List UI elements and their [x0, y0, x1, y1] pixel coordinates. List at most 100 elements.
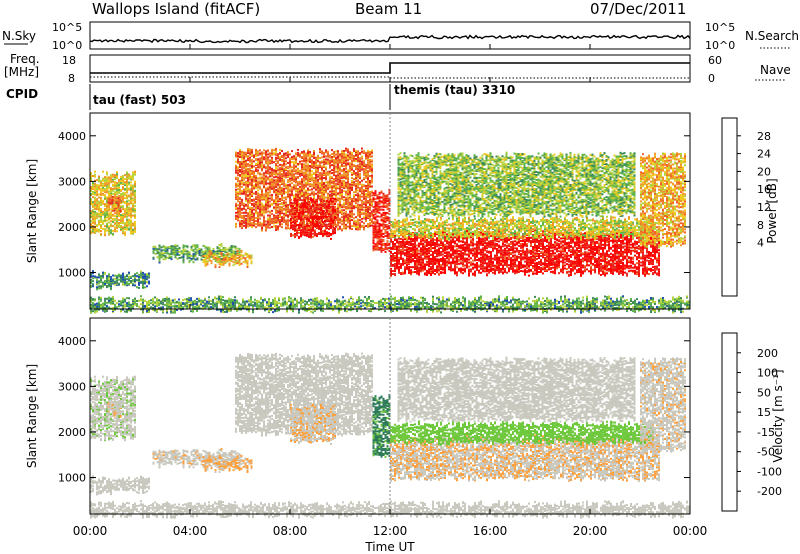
power-cell: [326, 235, 328, 238]
power-cell: [290, 221, 292, 224]
power-cell: [279, 206, 281, 208]
power-cell: [108, 182, 110, 185]
power-cell: [357, 189, 359, 192]
power-cell: [328, 223, 330, 226]
power-cell: [308, 219, 310, 222]
power-cell: [118, 194, 120, 197]
power-cell: [112, 178, 114, 181]
power-cell: [200, 248, 203, 251]
power-cell: [267, 149, 269, 152]
power-cell: [345, 167, 347, 170]
power-cell: [186, 254, 189, 257]
power-cell: [334, 232, 336, 234]
power-cell: [243, 164, 245, 167]
power-cell: [303, 171, 305, 174]
power-cell: [255, 193, 257, 196]
power-cell: [243, 156, 245, 159]
power-cell: [130, 230, 132, 233]
power-cell: [275, 185, 277, 188]
power-cell: [235, 202, 237, 205]
power-cell: [289, 153, 291, 156]
power-cell: [319, 161, 321, 164]
power-cell: [269, 188, 271, 191]
power-cell: [372, 209, 375, 212]
power-cell: [96, 224, 98, 227]
power-cell: [98, 188, 100, 191]
power-cell: [269, 171, 271, 174]
power-cell: [357, 173, 359, 176]
power-cell: [331, 180, 333, 183]
power-cell: [337, 203, 339, 206]
power-cell: [126, 187, 128, 190]
power-cell: [327, 194, 329, 197]
power-cell: [238, 248, 241, 251]
power-cell: [355, 183, 357, 186]
power-cell: [94, 196, 96, 199]
power-cell: [108, 227, 110, 230]
power-cell: [255, 178, 257, 180]
power-cell: [98, 280, 100, 283]
power-cell: [230, 256, 233, 258]
power-cell: [317, 194, 319, 197]
power-cell: [281, 164, 283, 166]
power-cell: [322, 230, 324, 233]
power-cell: [357, 164, 359, 167]
power-cell: [328, 210, 330, 212]
power-cell: [208, 246, 211, 249]
power-cell: [345, 196, 347, 199]
power-cell: [132, 214, 134, 217]
power-cell: [304, 211, 306, 214]
power-cell: [114, 274, 116, 277]
power-cell: [309, 178, 311, 181]
power-cell: [325, 173, 327, 176]
power-cell: [316, 209, 318, 212]
power-cell: [118, 282, 120, 285]
power-cell: [267, 182, 269, 185]
power-cell: [269, 214, 271, 217]
power-cell: [326, 216, 328, 219]
freq-left-tick-bottom: 8: [68, 72, 75, 85]
power-cell: [257, 150, 259, 153]
power-cell: [365, 199, 367, 202]
power-cell: [164, 255, 167, 258]
power-cell: [313, 155, 315, 157]
power-cell: [281, 168, 283, 171]
power-cell: [296, 214, 298, 217]
power-cell: [307, 165, 309, 168]
power-cell: [324, 229, 326, 232]
power-cell: [263, 172, 265, 175]
power-cell: [190, 248, 193, 251]
power-cell: [349, 169, 351, 172]
power-cell: [332, 219, 334, 222]
power-cell: [172, 250, 175, 253]
power-cell: [277, 183, 279, 186]
power-cell: [237, 152, 239, 155]
power-cell: [372, 249, 375, 252]
power-cell: [200, 258, 203, 261]
power-cell: [333, 167, 335, 170]
power-cell: [285, 198, 287, 201]
power-cell: [277, 211, 279, 214]
power-cell: [367, 200, 369, 202]
power-cell: [357, 192, 359, 195]
power-cell: [311, 179, 313, 182]
power-cell: [118, 278, 120, 281]
power-cell: [330, 219, 332, 222]
power-cell: [308, 231, 310, 234]
power-cell: [235, 182, 237, 185]
power-cell: [330, 210, 332, 213]
power-cell: [337, 183, 339, 186]
power-cell: [128, 181, 130, 184]
power-cell: [353, 217, 355, 220]
power-cell: [312, 235, 314, 238]
power-cell: [104, 208, 106, 211]
power-cell: [194, 253, 197, 256]
power-cell: [337, 166, 339, 169]
power-cell: [312, 215, 314, 218]
power-cell: [291, 172, 293, 175]
power-cell: [326, 200, 328, 203]
power-cell: [355, 220, 357, 223]
power-cell: [168, 257, 171, 259]
power-cell: [283, 167, 285, 170]
power-cell: [339, 206, 341, 209]
